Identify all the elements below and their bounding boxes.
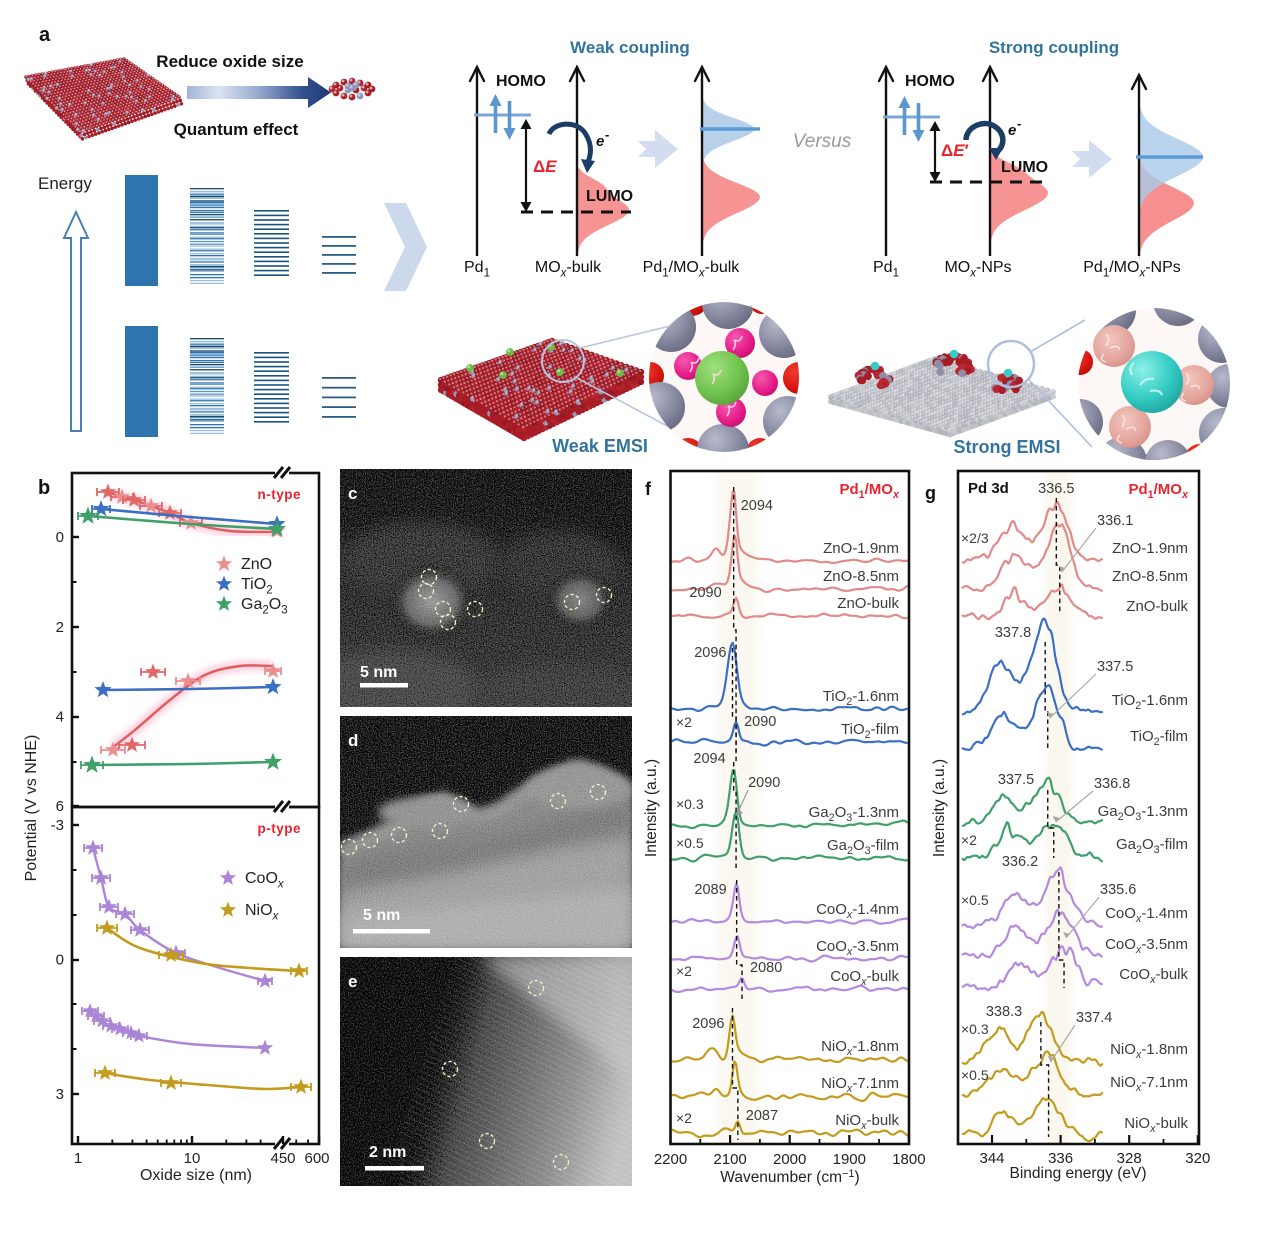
svg-text:Quantum effect: Quantum effect [174,120,299,139]
svg-text:e: e [1008,122,1016,139]
svg-text:Pd1/MOx-bulk: Pd1/MOx-bulk [643,259,741,279]
svg-text:Pd1/MOx-NPs: Pd1/MOx-NPs [1083,259,1181,279]
svg-text:HOMO: HOMO [496,73,546,90]
svg-text:Reduce oxide size: Reduce oxide size [156,52,303,71]
svg-text:LUMO: LUMO [586,188,633,205]
svg-text:Strong coupling: Strong coupling [989,38,1119,57]
svg-text:ΔE′: ΔE′ [941,141,969,160]
svg-text:e: e [596,133,604,150]
svg-text:-: - [605,127,609,142]
svg-text:Weak coupling: Weak coupling [570,38,690,57]
svg-text:-: - [1017,116,1021,131]
svg-text:MOx-NPs: MOx-NPs [944,259,1011,279]
svg-text:HOMO: HOMO [905,73,955,90]
svg-text:LUMO: LUMO [1001,159,1048,176]
svg-text:Pd1: Pd1 [873,259,899,279]
svg-text:Versus: Versus [793,131,852,152]
svg-text:ΔE: ΔE [533,157,557,176]
svg-text:Energy: Energy [38,174,92,193]
svg-text:Pd1: Pd1 [464,259,490,279]
svg-text:MOx-bulk: MOx-bulk [535,259,602,279]
svg-text:Weak EMSI: Weak EMSI [552,436,648,456]
svg-text:a: a [39,24,51,46]
